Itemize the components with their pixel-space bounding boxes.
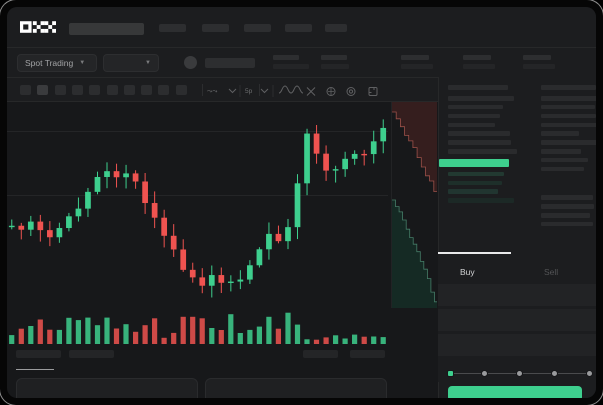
- svg-text:⤳⤳: ⤳⤳: [207, 88, 217, 95]
- svg-text:5p: 5p: [245, 88, 253, 95]
